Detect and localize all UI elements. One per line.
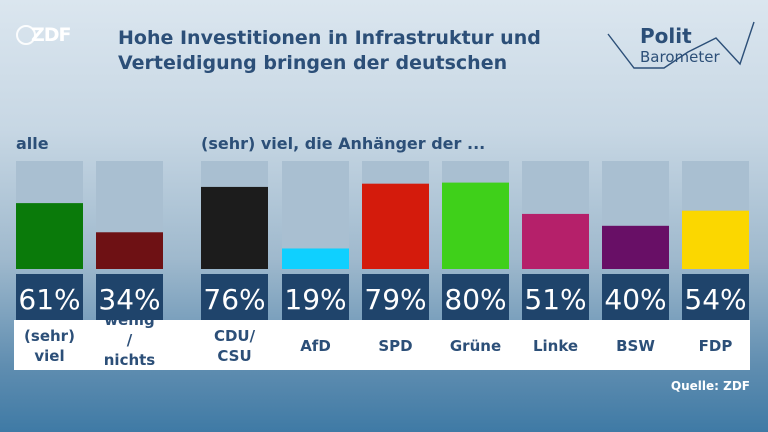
tick-label: (sehr) viel: [24, 327, 75, 365]
tick-label-line: wenig: [104, 311, 155, 329]
data-label: 40%: [604, 283, 666, 316]
value-box: [682, 274, 749, 320]
politbarometer-wave-icon: [607, 21, 755, 69]
tick-label-line: CDU/: [214, 327, 256, 345]
value-box: [282, 274, 349, 320]
tick-label-line: CSU: [217, 347, 251, 365]
category-label-strip: [14, 320, 750, 370]
politbarometer-bottom-text: Barometer: [640, 48, 720, 66]
bar: [602, 225, 669, 269]
zdf-logo-text: ZDF: [31, 24, 72, 46]
data-label: 76%: [203, 283, 265, 316]
tick-label: FDP: [699, 337, 733, 355]
bar: [201, 186, 268, 269]
bar: [682, 210, 749, 269]
tick-label-line: SPD: [378, 337, 412, 355]
chart-title-line-2: Verteidigung bringen der deutschen: [118, 52, 508, 74]
data-label: 19%: [284, 283, 346, 316]
tick-label-line: (sehr): [24, 327, 75, 345]
group-label-supporters: (sehr) viel, die Anhänger der ...: [201, 134, 486, 153]
value-box: [96, 274, 163, 320]
bar: [16, 203, 83, 269]
value-box: [201, 274, 268, 320]
data-label: 34%: [98, 283, 160, 316]
tick-label: wenig / nichts: [104, 311, 156, 369]
tick-label: SPD: [378, 337, 412, 355]
tick-label: Linke: [533, 337, 578, 355]
value-box: [602, 274, 669, 320]
chart-title-line-1: Hohe Investitionen in Infrastruktur und: [118, 27, 541, 49]
bar: [442, 182, 509, 269]
data-label: 54%: [684, 283, 746, 316]
data-label: 79%: [364, 283, 426, 316]
value-box: [362, 274, 429, 320]
data-label: 61%: [18, 283, 80, 316]
source-note: Quelle: ZDF: [670, 379, 750, 393]
tick-label-line: /: [127, 331, 133, 349]
data-label: 51%: [524, 283, 586, 316]
bar: [282, 248, 349, 269]
politbarometer-top-text: Polit: [640, 24, 692, 48]
bar: [362, 183, 429, 269]
tick-label-line: viel: [34, 347, 64, 365]
group-label-all: alle: [16, 134, 49, 153]
tick-label-line: BSW: [616, 337, 655, 355]
tick-label-line: Grüne: [450, 337, 501, 355]
value-box: [16, 274, 83, 320]
tick-label: CDU/CSU: [214, 327, 256, 365]
tick-label-line: nichts: [104, 351, 156, 369]
tick-label: AfD: [300, 337, 331, 355]
tick-label-line: AfD: [300, 337, 331, 355]
value-box: [442, 274, 509, 320]
value-box: [522, 274, 589, 320]
politbarometer-logo: Polit Barometer: [604, 18, 756, 76]
tick-label-line: FDP: [699, 337, 733, 355]
data-label: 80%: [444, 283, 506, 316]
zdf-logo: ZDF: [16, 24, 78, 46]
chart-title: Hohe Investitionen in Infrastruktur und …: [118, 26, 578, 76]
zdf-logo-ring-icon: [16, 25, 36, 45]
bar: [96, 232, 163, 269]
bar: [522, 213, 589, 269]
tick-label-line: Linke: [533, 337, 578, 355]
tick-label: BSW: [616, 337, 655, 355]
tick-label: Grüne: [450, 337, 501, 355]
